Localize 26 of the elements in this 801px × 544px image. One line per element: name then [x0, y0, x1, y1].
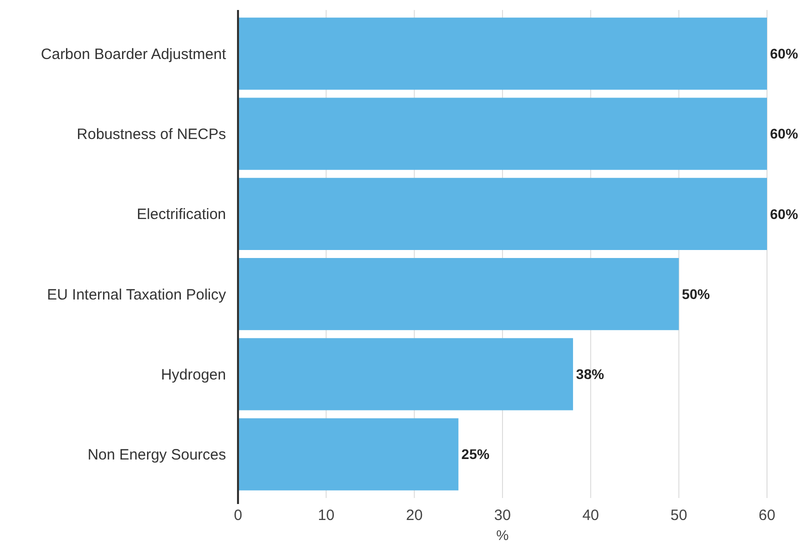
- x-tick-label: 20: [406, 507, 423, 524]
- x-tick-label: 40: [582, 507, 600, 524]
- x-tick-label: 10: [318, 507, 335, 524]
- x-tick-label: 60: [758, 507, 776, 524]
- y-tick-label: Carbon Boarder Adjustment: [40, 46, 227, 63]
- y-tick-label: Electrification: [136, 206, 226, 224]
- bar: [238, 178, 767, 250]
- data-label: 60%: [770, 126, 799, 142]
- y-tick-label: Hydrogen: [160, 366, 226, 384]
- bar: [238, 338, 574, 410]
- data-label: 60%: [770, 46, 799, 62]
- data-label: 38%: [576, 366, 605, 382]
- bar: [238, 18, 767, 90]
- bar: [238, 258, 679, 330]
- y-tick-label: EU Internal Taxation Policy: [47, 286, 226, 304]
- x-tick-label: 0: [234, 507, 242, 524]
- x-tick-label: 50: [670, 507, 688, 524]
- bar: [238, 98, 767, 170]
- x-axis-title: %: [496, 527, 509, 543]
- data-label: 50%: [682, 286, 710, 302]
- data-label: 60%: [770, 206, 799, 222]
- bar: [238, 418, 458, 490]
- x-tick-label: 30: [494, 507, 511, 524]
- data-label: 25%: [461, 446, 490, 462]
- y-tick-label: Robustness of NECPs: [76, 126, 226, 144]
- y-tick-label: Non Energy Sources: [88, 446, 226, 464]
